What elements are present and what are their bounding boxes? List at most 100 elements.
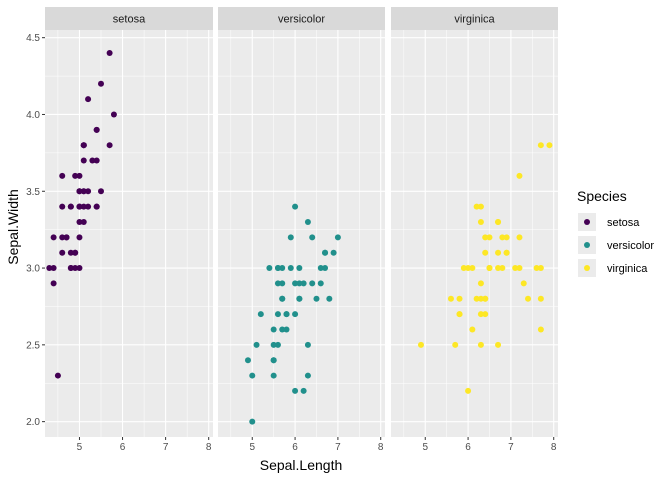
y-axis: 2.0 2.5 3.0 3.5 4.0 4.5	[26, 33, 45, 428]
y-tick-label: 4.0	[26, 110, 40, 121]
y-tick-label: 2.0	[26, 417, 40, 428]
x-tick-label: 8	[551, 442, 557, 453]
data-point-virginica	[486, 265, 493, 272]
data-point-versicolor	[292, 203, 299, 210]
data-point-virginica	[533, 265, 540, 272]
data-point-virginica	[516, 172, 523, 179]
data-point-virginica	[486, 234, 493, 241]
data-point-versicolor	[253, 341, 260, 348]
data-point-versicolor	[317, 265, 324, 272]
facet-strip	[45, 7, 213, 30]
data-point-setosa	[80, 188, 87, 195]
data-point-virginica	[456, 295, 463, 302]
data-point-virginica	[460, 265, 467, 272]
y-tick-label: 4.5	[26, 33, 40, 44]
data-point-setosa	[63, 234, 70, 241]
data-point-versicolor	[300, 280, 307, 287]
data-point-virginica	[516, 234, 523, 241]
facet-strip-label: versicolor	[278, 14, 325, 26]
facet-panel-versicolor: versicolor 5 6 7 8	[218, 7, 385, 453]
data-point-setosa	[76, 172, 83, 179]
data-point-setosa	[72, 249, 79, 256]
panel-background	[45, 30, 213, 437]
data-point-versicolor	[257, 311, 264, 318]
data-point-setosa	[59, 234, 66, 241]
data-point-virginica	[499, 265, 506, 272]
facet-strip	[218, 7, 385, 30]
data-point-versicolor	[266, 265, 273, 272]
data-point-setosa	[72, 265, 79, 272]
data-point-setosa	[59, 249, 66, 256]
data-point-versicolor	[244, 357, 251, 364]
data-point-setosa	[93, 203, 100, 210]
x-tick-label: 7	[335, 442, 341, 453]
legend-key-versicolor	[584, 242, 590, 248]
data-point-setosa	[89, 157, 96, 164]
data-point-versicolor	[279, 295, 286, 302]
data-point-setosa	[59, 172, 66, 179]
facet-strip	[391, 7, 558, 30]
y-axis-title: Sepal.Width	[5, 189, 21, 264]
data-point-virginica	[495, 218, 502, 225]
data-point-versicolor	[279, 280, 286, 287]
data-point-setosa	[110, 111, 117, 118]
data-point-virginica	[516, 265, 523, 272]
data-point-virginica	[512, 265, 519, 272]
data-point-versicolor	[326, 295, 333, 302]
data-point-virginica	[482, 311, 489, 318]
x-tick-label: 7	[508, 442, 514, 453]
data-point-versicolor	[279, 326, 286, 333]
data-point-versicolor	[304, 372, 311, 379]
data-point-versicolor	[287, 234, 294, 241]
data-point-versicolor	[270, 341, 277, 348]
data-point-versicolor	[296, 280, 303, 287]
data-point-setosa	[67, 203, 74, 210]
data-point-setosa	[106, 142, 113, 149]
panel-background	[391, 30, 558, 437]
data-point-virginica	[477, 311, 484, 318]
data-point-virginica	[495, 265, 502, 272]
data-point-versicolor	[292, 311, 299, 318]
y-tick-label: 3.5	[26, 187, 40, 198]
data-point-versicolor	[330, 249, 337, 256]
data-point-virginica	[465, 265, 472, 272]
data-point-setosa	[76, 265, 83, 272]
data-point-virginica	[477, 341, 484, 348]
data-point-versicolor	[279, 265, 286, 272]
data-point-versicolor	[309, 234, 316, 241]
data-point-versicolor	[270, 357, 277, 364]
data-point-versicolor	[300, 387, 307, 394]
data-point-virginica	[452, 341, 459, 348]
legend-label-virginica: virginica	[607, 263, 648, 275]
data-point-setosa	[80, 157, 87, 164]
data-point-versicolor	[274, 280, 281, 287]
data-point-virginica	[473, 295, 480, 302]
data-point-versicolor	[322, 265, 329, 272]
data-point-virginica	[469, 326, 476, 333]
panel-background	[218, 30, 385, 437]
data-point-virginica	[537, 326, 544, 333]
data-point-setosa	[76, 203, 83, 210]
data-point-virginica	[477, 218, 484, 225]
data-point-virginica	[477, 280, 484, 287]
facet-panel-virginica: virginica 5 6 7 8	[391, 7, 558, 453]
data-point-virginica	[456, 311, 463, 318]
data-point-setosa	[54, 372, 61, 379]
x-tick-label: 5	[249, 442, 255, 453]
data-point-setosa	[46, 265, 53, 272]
data-point-virginica	[503, 249, 510, 256]
legend-key-virginica	[584, 265, 590, 271]
data-point-versicolor	[292, 280, 299, 287]
data-point-virginica	[417, 341, 424, 348]
data-point-versicolor	[270, 326, 277, 333]
x-axis-title: Sepal.Length	[260, 457, 343, 473]
data-point-virginica	[477, 203, 484, 210]
data-point-setosa	[85, 188, 92, 195]
data-point-virginica	[499, 234, 506, 241]
data-point-versicolor	[292, 387, 299, 394]
data-point-virginica	[482, 234, 489, 241]
data-point-setosa	[67, 249, 74, 256]
data-point-versicolor	[322, 249, 329, 256]
x-tick-label: 6	[120, 442, 126, 453]
